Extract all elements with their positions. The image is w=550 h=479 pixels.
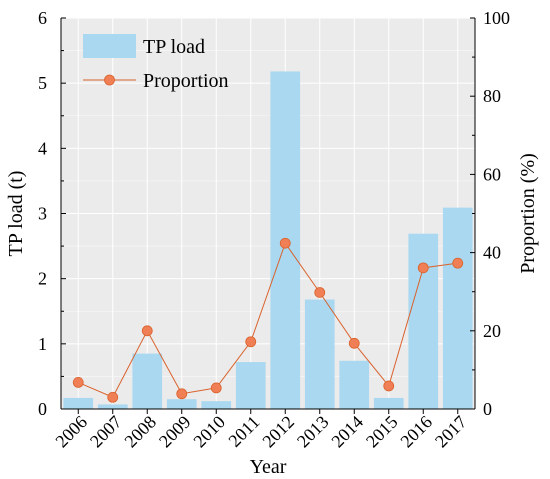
right-tick-label: 40 [483, 243, 501, 263]
left-axis-title: TP load (t) [5, 171, 27, 257]
x-tick-label: 2012 [258, 412, 298, 452]
x-tick-label: 2006 [51, 412, 91, 452]
left-tick-label: 0 [38, 399, 47, 419]
bar [373, 397, 404, 409]
bar [339, 360, 370, 409]
x-tick-label: 2016 [396, 412, 436, 452]
proportion-marker [72, 377, 84, 388]
proportion-marker [383, 380, 395, 392]
right-tick-label: 80 [483, 86, 501, 106]
legend-swatch-bar [83, 34, 136, 58]
proportion-marker [210, 382, 222, 394]
bar [97, 404, 128, 409]
legend-label-bar: TP load [143, 36, 205, 58]
bar [304, 299, 335, 409]
right-axis-title: Proportion (%) [517, 153, 539, 274]
right-tick-label: 60 [483, 164, 501, 184]
bar [63, 397, 94, 409]
left-tick-label: 4 [38, 138, 47, 158]
proportion-marker [107, 391, 119, 403]
x-tick-label: 2009 [155, 412, 195, 452]
x-tick-label: 2008 [120, 412, 160, 452]
bar [442, 207, 473, 409]
legend-label-line: Proportion [143, 70, 229, 92]
bar [132, 353, 163, 409]
right-tick-label: 100 [483, 8, 510, 28]
left-tick-label: 1 [38, 334, 47, 354]
x-tick-label: 2017 [431, 412, 471, 452]
proportion-marker [245, 336, 257, 348]
proportion-marker [417, 262, 429, 274]
x-tick-label: 2013 [293, 412, 333, 452]
bar-series [63, 71, 473, 409]
x-tick-label: 2015 [362, 412, 402, 452]
left-tick-label: 6 [38, 8, 47, 28]
x-tick-label: 2007 [86, 412, 126, 452]
proportion-marker [279, 237, 291, 249]
proportion-marker [348, 337, 360, 349]
line-series [72, 237, 464, 403]
bar [201, 401, 232, 409]
x-tick-label: 2010 [189, 412, 229, 452]
bar [166, 399, 197, 409]
proportion-marker [452, 257, 464, 269]
left-tick-label: 2 [38, 269, 47, 289]
left-tick-label: 3 [38, 204, 47, 224]
bar [235, 362, 266, 409]
proportion-marker [176, 388, 188, 400]
legend-swatch-marker [104, 74, 115, 86]
x-tick-label: 2011 [224, 412, 263, 451]
x-tick-label: 2014 [327, 412, 367, 452]
left-tick-label: 5 [38, 73, 47, 93]
legend: TP load Proportion [83, 34, 229, 92]
proportion-marker [314, 287, 326, 298]
proportion-marker [141, 325, 153, 337]
right-tick-label: 0 [483, 399, 492, 419]
right-tick-label: 20 [483, 321, 501, 341]
x-axis-title: Year [250, 456, 287, 478]
proportion-line [78, 242, 458, 398]
bar [408, 233, 439, 409]
